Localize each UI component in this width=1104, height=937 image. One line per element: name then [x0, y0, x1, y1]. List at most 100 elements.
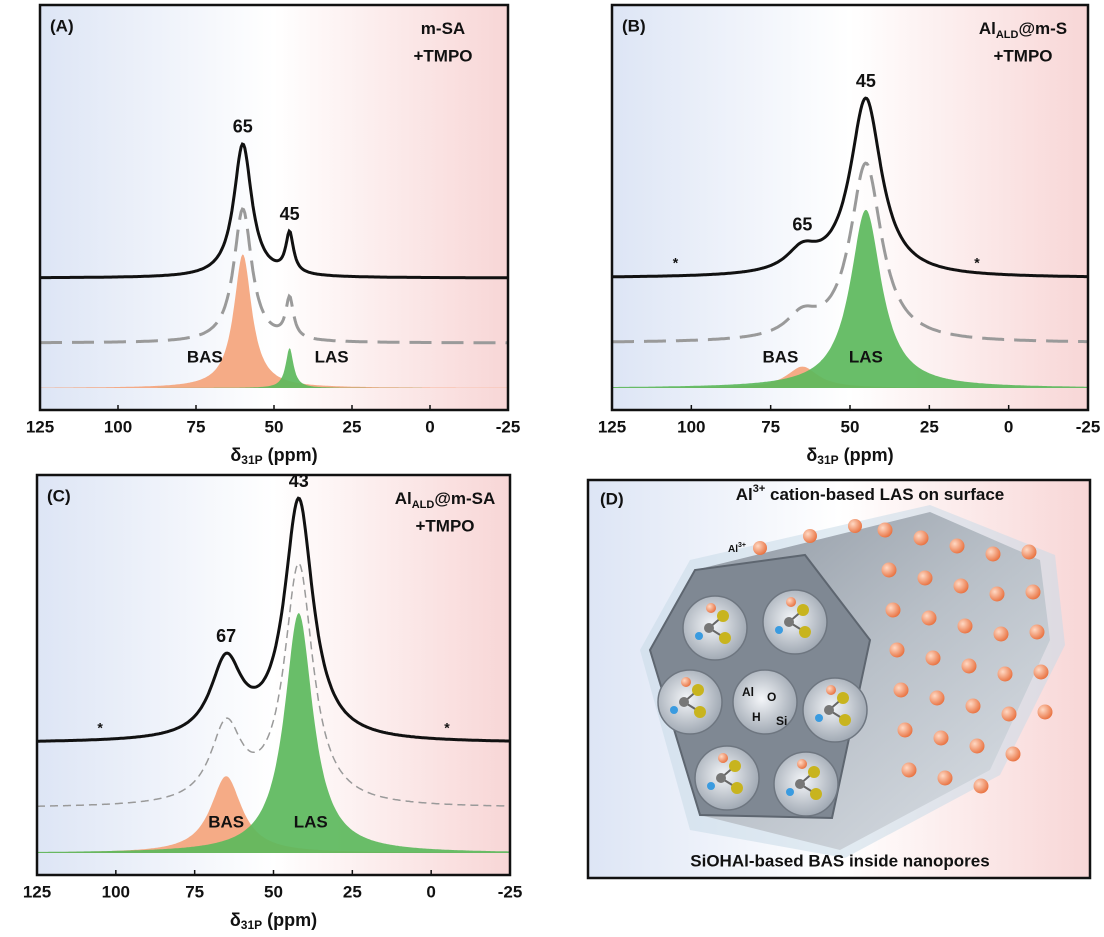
x-tick-label: 125 [23, 882, 51, 901]
surface-site [1034, 665, 1049, 680]
x-tick-label: 50 [264, 882, 283, 901]
surface-site [902, 763, 917, 778]
atom [839, 714, 851, 726]
surface-site [894, 683, 909, 698]
x-tick-label: 125 [598, 417, 626, 436]
atom [795, 779, 805, 789]
sample-label: AlALD@m-S [979, 19, 1067, 40]
component-label: BAS [208, 812, 244, 831]
atom [786, 788, 794, 796]
label-part: Al [736, 485, 753, 504]
surface-site [898, 723, 913, 738]
x-tick-label: 125 [26, 417, 54, 436]
label-part: δ [230, 445, 241, 465]
atom [731, 782, 743, 794]
x-tick-label: 50 [841, 417, 860, 436]
label-part: (ppm) [263, 445, 318, 465]
atom [775, 626, 783, 634]
sideband-marker: * [97, 720, 103, 736]
atom [810, 788, 822, 800]
label-part: (ppm) [839, 445, 894, 465]
top-label: Al3+ cation-based LAS on surface [736, 483, 1005, 505]
site-label: Al [742, 685, 754, 699]
surface-site [1022, 545, 1037, 560]
label-sub: ALD [412, 499, 435, 511]
x-tick-label: -25 [1076, 417, 1101, 436]
atom [797, 604, 809, 616]
atom [824, 705, 834, 715]
sideband-marker: * [444, 720, 450, 736]
atom [786, 597, 796, 607]
surface-site [954, 579, 969, 594]
atom [679, 697, 689, 707]
sideband-marker: * [673, 255, 679, 271]
label-part: δ [230, 910, 241, 930]
atom [784, 617, 794, 627]
surface-site [1038, 705, 1053, 720]
peak-label: 45 [280, 204, 300, 224]
atom [797, 759, 807, 769]
surface-site [938, 771, 953, 786]
atom [681, 677, 691, 687]
surface-site [803, 529, 817, 543]
spectrum-panel: BASLAS6545**1251007550250-25δ31P (ppm)(B… [598, 5, 1100, 467]
surface-site [918, 571, 933, 586]
atom [837, 692, 849, 704]
label-part: m-SA [421, 19, 465, 38]
site-label: H [752, 710, 761, 724]
atom [799, 626, 811, 638]
x-tick-label: 100 [677, 417, 705, 436]
atom [692, 684, 704, 696]
label-part: cation-based LAS on surface [765, 485, 1004, 504]
x-tick-label: 25 [920, 417, 939, 436]
atom [706, 603, 716, 613]
x-tick-label: 100 [104, 417, 132, 436]
label-part: (ppm) [262, 910, 317, 930]
label-part: Al [395, 489, 412, 508]
surface-site [934, 731, 949, 746]
x-axis-label: δ31P (ppm) [806, 445, 893, 467]
surface-site [966, 699, 981, 714]
x-tick-label: 75 [185, 882, 204, 901]
surface-site [970, 739, 985, 754]
surface-site [958, 619, 973, 634]
bottom-label: SiOHAl-based BAS inside nanopores [690, 851, 989, 870]
label-part: Al [728, 544, 738, 555]
component-label: LAS [315, 347, 349, 366]
panel-label: (D) [600, 489, 624, 508]
x-tick-label: -25 [496, 417, 521, 436]
label-part: @m-SA [434, 489, 495, 508]
x-tick-label: -25 [498, 882, 523, 901]
site-label: Si [776, 714, 787, 728]
component-label: BAS [762, 347, 798, 366]
peak-label: 67 [216, 626, 236, 646]
atom [707, 782, 715, 790]
surface-site [1030, 625, 1045, 640]
sideband-marker: * [974, 255, 980, 271]
plot-background [40, 5, 508, 410]
surface-site [1026, 585, 1041, 600]
x-tick-label: 75 [761, 417, 780, 436]
atom [670, 706, 678, 714]
panel-label: (C) [47, 486, 71, 505]
atom [729, 760, 741, 772]
component-label: LAS [849, 347, 883, 366]
peak-label: 65 [792, 215, 812, 235]
atom [717, 610, 729, 622]
surface-site [1006, 747, 1021, 762]
surface-site [878, 523, 893, 538]
surface-site [890, 643, 905, 658]
surface-site [886, 603, 901, 618]
x-tick-label: 25 [343, 882, 362, 901]
surface-site [930, 691, 945, 706]
sample-label: +TMPO [413, 46, 472, 65]
surface-site [994, 627, 1009, 642]
x-axis-label: δ31P (ppm) [230, 445, 317, 467]
x-tick-label: 0 [426, 882, 435, 901]
atom [716, 773, 726, 783]
component-label: LAS [294, 812, 328, 831]
surface-site [962, 659, 977, 674]
figure: (D) Al3+ cation-based LAS on surface Al3… [0, 0, 1104, 937]
atom [704, 623, 714, 633]
x-tick-label: 75 [187, 417, 206, 436]
